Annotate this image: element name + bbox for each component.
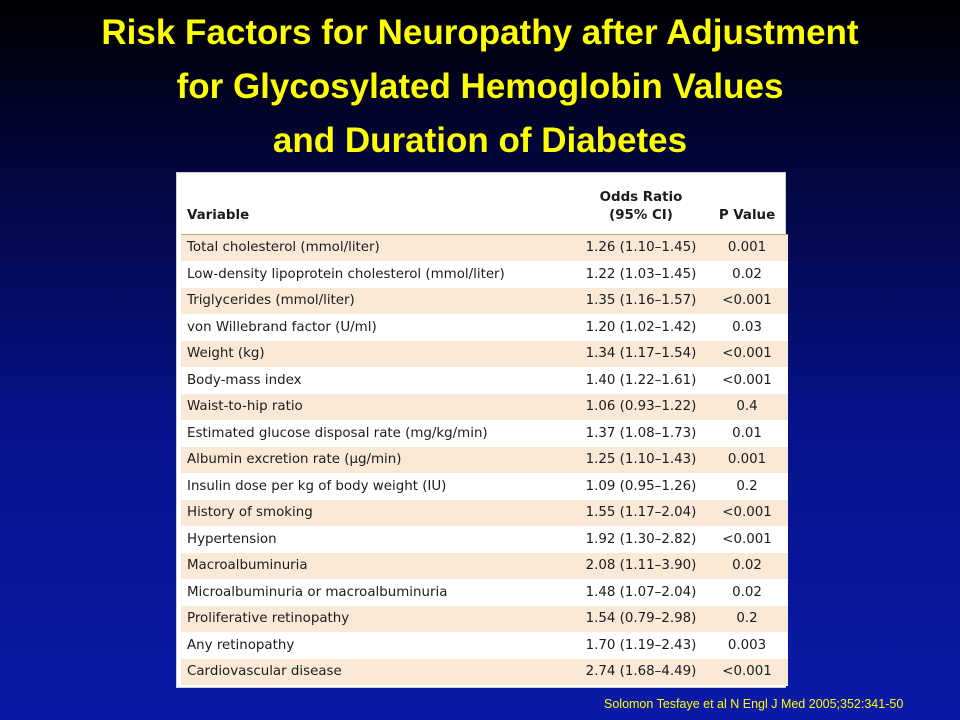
cell-p-value: 0.02 <box>706 261 788 288</box>
cell-p-value: <0.001 <box>706 526 788 553</box>
table-row: Estimated glucose disposal rate (mg/kg/m… <box>181 420 788 447</box>
title-line-1: Risk Factors for Neuropathy after Adjust… <box>101 13 859 52</box>
table-row: Triglycerides (mmol/liter) 1.35 (1.16–1.5… <box>181 287 788 315</box>
cell-odds-ratio: 1.40 (1.22–1.61) <box>576 367 706 394</box>
cell-p-value: 0.4 <box>706 393 788 421</box>
cell-p-value: <0.001 <box>706 367 788 394</box>
cell-p-value: 0.03 <box>706 314 788 341</box>
citation: Solomon Tesfaye et al N Engl J Med 2005;… <box>604 697 904 711</box>
cell-variable: Hypertension <box>181 526 576 553</box>
table-row: Microalbuminuria or macroalbuminuria 1.48… <box>181 579 788 606</box>
cell-p-value: <0.001 <box>706 658 788 686</box>
cell-variable: Any retinopathy <box>181 632 576 659</box>
slide-title: Risk Factors for Neuropathy after Adjust… <box>0 6 960 168</box>
table-row: Insulin dose per kg of body weight (IU) 1… <box>181 473 788 500</box>
table-row: Cardiovascular disease 2.74 (1.68–4.49) <0… <box>181 658 788 686</box>
header-p-value: P Value <box>706 177 788 235</box>
risk-factors-table: Variable Odds Ratio (95% CI) P Value Tot… <box>181 177 788 686</box>
cell-odds-ratio: 1.92 (1.30–2.82) <box>576 526 706 553</box>
title-line-2: for Glycosylated Hemoglobin Values <box>176 67 784 106</box>
table-row: History of smoking 1.55 (1.17–2.04) <0.001 <box>181 499 788 527</box>
table-row: Body-mass index 1.40 (1.22–1.61) <0.001 <box>181 367 788 394</box>
cell-odds-ratio: 1.55 (1.17–2.04) <box>576 499 706 527</box>
cell-odds-ratio: 1.35 (1.16–1.57) <box>576 287 706 315</box>
table-row: von Willebrand factor (U/ml) 1.20 (1.02–1… <box>181 314 788 341</box>
table-body: Total cholesterol (mmol/liter) 1.26 (1.10… <box>181 234 788 686</box>
cell-p-value: 0.001 <box>706 234 788 262</box>
cell-p-value: 0.02 <box>706 579 788 606</box>
cell-p-value: 0.2 <box>706 473 788 500</box>
table-panel: Variable Odds Ratio (95% CI) P Value Tot… <box>176 172 788 688</box>
cell-p-value: <0.001 <box>706 287 788 315</box>
cell-p-value: <0.001 <box>706 340 788 368</box>
cell-variable: History of smoking <box>181 499 576 527</box>
cell-variable: Albumin excretion rate (μg/min) <box>181 446 576 474</box>
cell-p-value: 0.003 <box>706 632 788 659</box>
cell-p-value: 0.02 <box>706 552 788 580</box>
cell-variable: Insulin dose per kg of body weight (IU) <box>181 473 576 500</box>
cell-variable: Estimated glucose disposal rate (mg/kg/m… <box>181 420 576 447</box>
table-row: Any retinopathy 1.70 (1.19–2.43) 0.003 <box>181 632 788 659</box>
cell-variable: Macroalbuminuria <box>181 552 576 580</box>
cell-variable: von Willebrand factor (U/ml) <box>181 314 576 341</box>
cell-odds-ratio: 1.22 (1.03–1.45) <box>576 261 706 288</box>
cell-odds-ratio: 1.25 (1.10–1.43) <box>576 446 706 474</box>
cell-variable: Microalbuminuria or macroalbuminuria <box>181 579 576 606</box>
title-line-3: and Duration of Diabetes <box>272 121 688 160</box>
table-row: Albumin excretion rate (μg/min) 1.25 (1.1… <box>181 446 788 474</box>
header-variable: Variable <box>181 177 576 235</box>
cell-variable: Waist-to-hip ratio <box>181 393 576 421</box>
cell-odds-ratio: 2.74 (1.68–4.49) <box>576 658 706 686</box>
cell-variable: Total cholesterol (mmol/liter) <box>181 234 576 262</box>
table-row: Total cholesterol (mmol/liter) 1.26 (1.10… <box>181 234 788 262</box>
cell-variable: Body-mass index <box>181 367 576 394</box>
cell-odds-ratio: 2.08 (1.11–3.90) <box>576 552 706 580</box>
cell-odds-ratio: 1.09 (0.95–1.26) <box>576 473 706 500</box>
header-odds-ratio-line-1: Odds Ratio <box>599 190 683 205</box>
cell-odds-ratio: 1.06 (0.93–1.22) <box>576 393 706 421</box>
table-row: Waist-to-hip ratio 1.06 (0.93–1.22) 0.4 <box>181 393 788 421</box>
cell-variable: Proliferative retinopathy <box>181 605 576 633</box>
cell-variable: Cardiovascular disease <box>181 658 576 686</box>
table-row: Proliferative retinopathy 1.54 (0.79–2.98… <box>181 605 788 633</box>
table-row: Macroalbuminuria 2.08 (1.11–3.90) 0.02 <box>181 552 788 580</box>
cell-p-value: 0.001 <box>706 446 788 474</box>
table-row: Hypertension 1.92 (1.30–2.82) <0.001 <box>181 526 788 553</box>
cell-odds-ratio: 1.26 (1.10–1.45) <box>576 234 706 262</box>
cell-variable: Low-density lipoprotein cholesterol (mmo… <box>181 261 576 288</box>
cell-p-value: <0.001 <box>706 499 788 527</box>
cell-variable: Triglycerides (mmol/liter) <box>181 287 576 315</box>
header-odds-ratio-line-2: (95% CI) <box>609 208 673 223</box>
cell-odds-ratio: 1.70 (1.19–2.43) <box>576 632 706 659</box>
cell-p-value: 0.01 <box>706 420 788 447</box>
table-header-row: Variable Odds Ratio (95% CI) P Value <box>181 177 788 235</box>
header-odds-ratio: Odds Ratio (95% CI) <box>576 177 706 235</box>
cell-odds-ratio: 1.34 (1.17–1.54) <box>576 340 706 368</box>
cell-odds-ratio: 1.54 (0.79–2.98) <box>576 605 706 633</box>
table-row: Weight (kg) 1.34 (1.17–1.54) <0.001 <box>181 340 788 368</box>
cell-odds-ratio: 1.20 (1.02–1.42) <box>576 314 706 341</box>
cell-odds-ratio: 1.48 (1.07–2.04) <box>576 579 706 606</box>
cell-variable: Weight (kg) <box>181 340 576 368</box>
cell-p-value: 0.2 <box>706 605 788 633</box>
table-row: Low-density lipoprotein cholesterol (mmo… <box>181 261 788 288</box>
cell-odds-ratio: 1.37 (1.08–1.73) <box>576 420 706 447</box>
